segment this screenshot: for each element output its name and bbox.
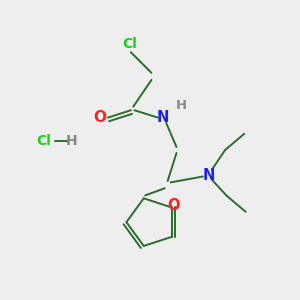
Text: N: N	[203, 167, 215, 182]
Text: H: H	[66, 134, 78, 148]
Text: O: O	[167, 199, 179, 214]
Text: Cl: Cl	[122, 37, 137, 51]
Text: H: H	[176, 99, 187, 112]
Text: O: O	[93, 110, 106, 125]
Text: Cl: Cl	[37, 134, 51, 148]
Text: N: N	[157, 110, 170, 125]
